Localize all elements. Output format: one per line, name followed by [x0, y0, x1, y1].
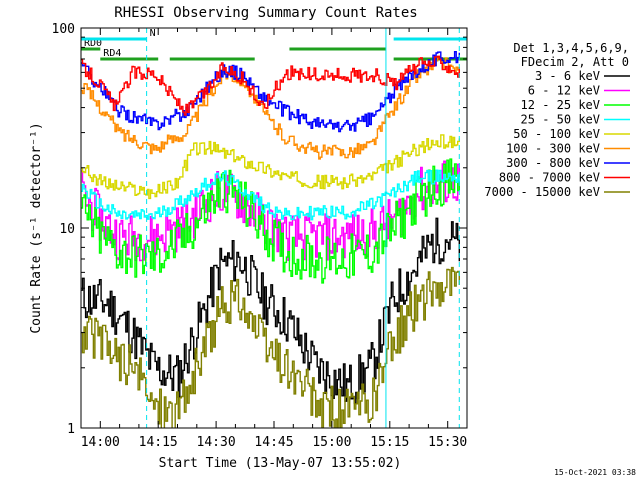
legend-entry: 100 - 300 keV — [506, 142, 600, 156]
legend-entry: 12 - 25 keV — [521, 98, 600, 112]
series-6-line — [81, 55, 460, 160]
legend-entry: 50 - 100 keV — [513, 127, 600, 141]
x-axis: 14:00 14:15 14:30 14:45 15:00 15:15 15:30 — [80, 28, 468, 450]
legend-header: Det 1,3,4,5,6,9, — [513, 41, 629, 55]
x-tick-label: 14:30 — [197, 435, 236, 450]
series-4-line — [81, 169, 460, 221]
series-8-line — [81, 55, 460, 116]
y-tick-label: 100 — [52, 22, 75, 37]
x-tick-label: 15:15 — [370, 435, 409, 450]
x-tick-label: 14:45 — [254, 435, 293, 450]
series-3-line — [81, 158, 460, 284]
y-tick-label: 10 — [59, 222, 75, 237]
x-tick-label: 15:00 — [312, 435, 351, 450]
x-tick-label: 14:15 — [139, 435, 178, 450]
legend-entry: 6 - 12 keV — [528, 84, 600, 98]
legend: Det 1,3,4,5,6,9,FDecim 2, Att 03 - 6 keV… — [484, 41, 630, 199]
x-tick-label: 15:30 — [428, 435, 467, 450]
series-1-line — [81, 217, 460, 405]
series-layer — [81, 51, 460, 428]
legend-entry: 800 - 7000 keV — [499, 171, 600, 185]
flag-label: RD0 — [84, 38, 102, 49]
series-5-line — [81, 134, 460, 200]
series-9-line — [81, 266, 460, 428]
x-axis-label: Start Time (13-May-07 13:55:02) — [159, 456, 402, 471]
legend-entry: 3 - 6 keV — [535, 69, 600, 83]
x-tick-label: 14:00 — [81, 435, 120, 450]
timestamp: 15-Oct-2021 03:38 — [554, 468, 636, 477]
legend-entry: 25 - 50 keV — [521, 113, 600, 127]
chart-title: RHESSI Observing Summary Count Rates — [114, 5, 417, 21]
legend-header: FDecim 2, Att 0 — [521, 55, 629, 69]
legend-entry: 7000 - 15000 keV — [484, 185, 600, 199]
y-axis-label: Count Rate (s⁻¹ detector⁻¹) — [29, 122, 44, 333]
flag-label: N — [150, 28, 156, 39]
flag-label: RD4 — [103, 48, 121, 59]
y-axis: 1 10 100 — [52, 22, 467, 437]
legend-entry: 300 - 800 keV — [506, 156, 600, 170]
y-tick-label: 1 — [67, 422, 75, 437]
